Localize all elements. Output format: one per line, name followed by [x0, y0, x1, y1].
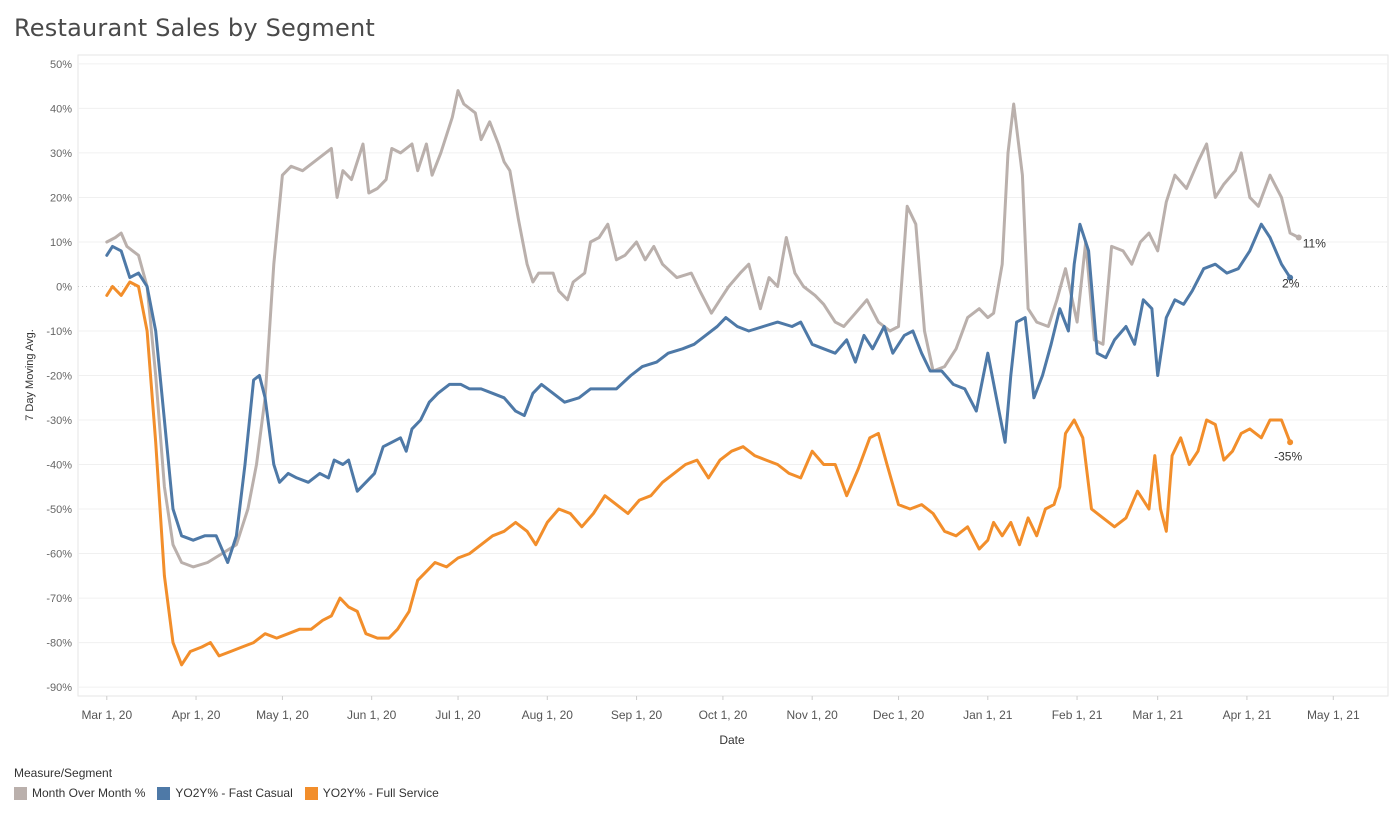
chart-title: Restaurant Sales by Segment	[14, 14, 375, 42]
end-labels: 11% 2% -35%	[1274, 237, 1326, 464]
x-tick-label: Apr 1, 20	[172, 708, 221, 722]
x-tick-label: Sep 1, 20	[611, 708, 663, 722]
series-lines	[105, 89, 1302, 667]
legend-item-1[interactable]: YO2Y% - Fast Casual	[157, 786, 293, 800]
y-tick-label: 40%	[50, 103, 72, 115]
x-tick-label: Aug 1, 20	[522, 708, 574, 722]
legend-label: Month Over Month %	[32, 786, 146, 800]
y-tick-label: 10%	[50, 237, 72, 249]
grid-lines	[77, 54, 1389, 697]
series-end-label-2: -35%	[1274, 449, 1302, 463]
legend-swatch	[304, 786, 318, 800]
series-end-marker-1	[1287, 274, 1294, 281]
y-tick-label: -30%	[46, 415, 72, 427]
y-tick-label: -80%	[46, 638, 72, 650]
y-axis-label: 7 Day Moving Avg.	[24, 329, 36, 421]
y-tick-label: -60%	[46, 549, 72, 561]
x-tick-label: Jan 1, 21	[963, 708, 1013, 722]
x-tick-label: Dec 1, 20	[873, 708, 925, 722]
x-tick-label: May 1, 20	[256, 708, 309, 722]
x-tick-label: Mar 1, 20	[81, 708, 132, 722]
x-tick-label: Nov 1, 20	[786, 708, 838, 722]
legend-item-0[interactable]: Month Over Month %	[14, 786, 145, 800]
series-end-label-0: 11%	[1303, 237, 1326, 251]
series-line-0[interactable]	[105, 89, 1301, 569]
y-tick-label: -40%	[46, 460, 72, 472]
x-tick-label: Jun 1, 20	[347, 708, 397, 722]
y-tick-label: -10%	[46, 326, 72, 338]
y-tick-label: -50%	[46, 504, 72, 516]
y-tick-label: 50%	[50, 59, 72, 71]
legend-items: Month Over Month % YO2Y% - Fast Casual YO2…	[14, 786, 439, 800]
series-end-label-1: 2%	[1282, 277, 1300, 291]
x-tick-label: Feb 1, 21	[1052, 708, 1103, 722]
legend-label: YO2Y% - Full Service	[322, 786, 439, 800]
y-tick-label: -20%	[46, 371, 72, 383]
legend-swatch	[157, 786, 171, 800]
x-tick-label: Mar 1, 21	[1132, 708, 1183, 722]
y-tick-label: -90%	[46, 682, 72, 694]
series-end-marker-2	[1287, 439, 1294, 446]
x-axis-label: Date	[719, 733, 745, 747]
x-tick-label: Apr 1, 21	[1223, 708, 1272, 722]
y-tick-label: 20%	[50, 192, 72, 204]
legend-item-2[interactable]: YO2Y% - Full Service	[304, 786, 439, 800]
legend-label: YO2Y% - Fast Casual	[175, 786, 293, 800]
x-tick-label: May 1, 21	[1307, 708, 1360, 722]
legend: Measure/Segment Month Over Month % YO2Y% …	[14, 766, 439, 800]
x-tick-label: Jul 1, 20	[435, 708, 481, 722]
y-tick-label: -70%	[46, 593, 72, 605]
legend-swatch	[14, 786, 27, 800]
series-line-2[interactable]	[105, 280, 1292, 667]
x-axis-ticks: Mar 1, 20 Apr 1, 20 May 1, 20 Jun 1, 20 Jul …	[81, 696, 1360, 722]
series-end-marker-0	[1295, 234, 1302, 241]
x-tick-label: Oct 1, 20	[699, 708, 748, 722]
series-line-1[interactable]	[105, 222, 1292, 564]
legend-title: Measure/Segment	[14, 766, 113, 780]
y-tick-label: 0%	[56, 281, 72, 293]
y-tick-label: 30%	[50, 148, 72, 160]
y-axis-ticks: 50% 40% 30% 20% 10% 0% -10% -20% -30% -40% -50% -60…	[46, 59, 72, 694]
